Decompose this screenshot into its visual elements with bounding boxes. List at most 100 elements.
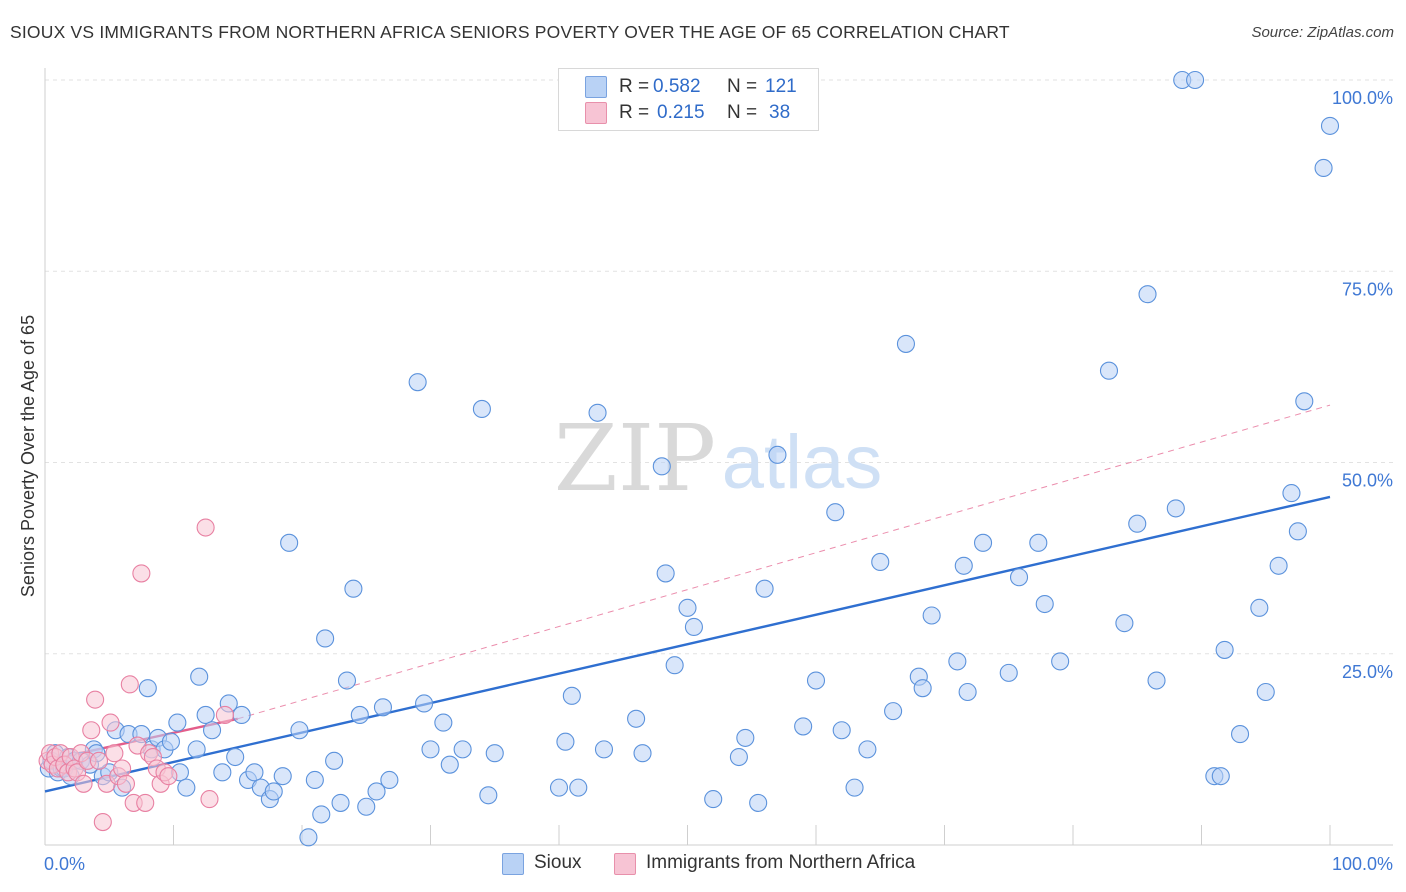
sioux-point[interactable] xyxy=(948,652,967,671)
immigrants-point[interactable] xyxy=(93,812,112,832)
sioux-point[interactable] xyxy=(1009,568,1029,587)
sioux-point[interactable] xyxy=(1256,682,1275,702)
immigrants-point[interactable] xyxy=(82,721,101,740)
sioux-point[interactable] xyxy=(832,721,851,740)
sioux-point[interactable] xyxy=(1138,285,1157,304)
immigrants-point[interactable] xyxy=(101,713,120,732)
sioux-point[interactable] xyxy=(556,732,575,751)
immigrants-point[interactable] xyxy=(105,744,124,763)
sioux-point[interactable] xyxy=(1269,556,1288,575)
sioux-point[interactable] xyxy=(871,552,890,572)
sioux-point[interactable] xyxy=(1211,767,1230,786)
sioux-point[interactable] xyxy=(1314,158,1333,178)
sioux-point[interactable] xyxy=(1250,598,1269,617)
sioux-point[interactable] xyxy=(729,747,748,767)
sioux-point[interactable] xyxy=(1029,533,1048,552)
immigrants-point[interactable] xyxy=(200,790,219,809)
immigrants-point[interactable] xyxy=(74,774,93,793)
sioux-point[interactable] xyxy=(280,533,299,552)
sioux-point[interactable] xyxy=(768,445,787,464)
sioux-point[interactable] xyxy=(1231,725,1250,744)
sioux-point[interactable] xyxy=(408,373,427,392)
sioux-point[interactable] xyxy=(331,793,350,812)
sioux-point[interactable] xyxy=(453,740,472,759)
sioux-point[interactable] xyxy=(1288,522,1307,541)
immigrants-point[interactable] xyxy=(159,767,178,786)
sioux-point[interactable] xyxy=(415,694,434,713)
sioux-point[interactable] xyxy=(161,732,180,751)
sioux-point[interactable] xyxy=(232,705,251,725)
sioux-point[interactable] xyxy=(656,564,675,583)
immigrants-point[interactable] xyxy=(113,759,132,778)
sioux-point[interactable] xyxy=(562,686,581,705)
sioux-point[interactable] xyxy=(973,533,993,552)
sioux-point[interactable] xyxy=(794,717,813,736)
sioux-point[interactable] xyxy=(187,740,206,759)
sioux-point[interactable] xyxy=(1282,484,1301,503)
sioux-point[interactable] xyxy=(290,721,309,740)
immigrants-point[interactable] xyxy=(89,751,109,770)
sioux-point[interactable] xyxy=(896,334,916,353)
immigrants-point[interactable] xyxy=(132,564,151,583)
sioux-point[interactable] xyxy=(884,702,903,721)
sioux-point[interactable] xyxy=(367,782,386,801)
sioux-point[interactable] xyxy=(806,671,826,690)
sioux-point[interactable] xyxy=(226,747,245,767)
sioux-point[interactable] xyxy=(549,778,569,797)
sioux-point[interactable] xyxy=(316,629,335,648)
sioux-point[interactable] xyxy=(954,556,973,575)
sioux-point[interactable] xyxy=(1215,640,1234,659)
sioux-point[interactable] xyxy=(203,721,222,740)
sioux-point[interactable] xyxy=(569,778,588,797)
sioux-point[interactable] xyxy=(344,579,363,598)
sioux-point[interactable] xyxy=(190,667,209,686)
sioux-point[interactable] xyxy=(312,805,331,824)
sioux-point[interactable] xyxy=(922,606,941,625)
sioux-point[interactable] xyxy=(678,598,697,617)
sioux-point[interactable] xyxy=(421,740,440,759)
sioux-point[interactable] xyxy=(1035,594,1054,614)
sioux-point[interactable] xyxy=(472,399,491,419)
sioux-point[interactable] xyxy=(245,763,264,782)
sioux-point[interactable] xyxy=(485,744,504,763)
sioux-point[interactable] xyxy=(264,782,283,801)
sioux-point[interactable] xyxy=(479,786,498,805)
sioux-point[interactable] xyxy=(652,457,671,476)
sioux-point[interactable] xyxy=(440,755,459,774)
sioux-point[interactable] xyxy=(1051,652,1070,671)
sioux-point[interactable] xyxy=(1099,361,1119,380)
immigrants-point[interactable] xyxy=(215,705,234,725)
sioux-point[interactable] xyxy=(196,705,215,725)
sioux-point[interactable] xyxy=(588,403,607,422)
sioux-point[interactable] xyxy=(357,797,376,816)
immigrants-point[interactable] xyxy=(196,518,215,537)
sioux-point[interactable] xyxy=(350,705,369,725)
sioux-point[interactable] xyxy=(1115,614,1134,633)
sioux-point[interactable] xyxy=(337,671,357,690)
sioux-point[interactable] xyxy=(168,713,187,732)
sioux-point[interactable] xyxy=(299,828,318,847)
sioux-point[interactable] xyxy=(305,770,324,790)
immigrants-point[interactable] xyxy=(116,774,136,793)
sioux-point[interactable] xyxy=(1166,499,1185,518)
sioux-point[interactable] xyxy=(958,682,977,702)
sioux-point[interactable] xyxy=(325,751,344,770)
sioux-point[interactable] xyxy=(845,778,864,797)
sioux-point[interactable] xyxy=(1320,116,1340,135)
sioux-point[interactable] xyxy=(858,740,877,759)
sioux-point[interactable] xyxy=(755,579,774,598)
sioux-point[interactable] xyxy=(594,740,614,759)
sioux-point[interactable] xyxy=(704,790,723,809)
sioux-point[interactable] xyxy=(273,767,292,786)
immigrants-point[interactable] xyxy=(120,675,139,694)
sioux-point[interactable] xyxy=(1186,70,1205,90)
sioux-point[interactable] xyxy=(138,679,157,698)
sioux-point[interactable] xyxy=(1295,392,1314,411)
sioux-point[interactable] xyxy=(1128,514,1147,533)
sioux-point[interactable] xyxy=(177,778,196,797)
sioux-point[interactable] xyxy=(749,793,768,812)
sioux-point[interactable] xyxy=(373,698,393,717)
sioux-point[interactable] xyxy=(434,713,453,732)
sioux-point[interactable] xyxy=(999,663,1018,682)
sioux-point[interactable] xyxy=(913,679,932,698)
